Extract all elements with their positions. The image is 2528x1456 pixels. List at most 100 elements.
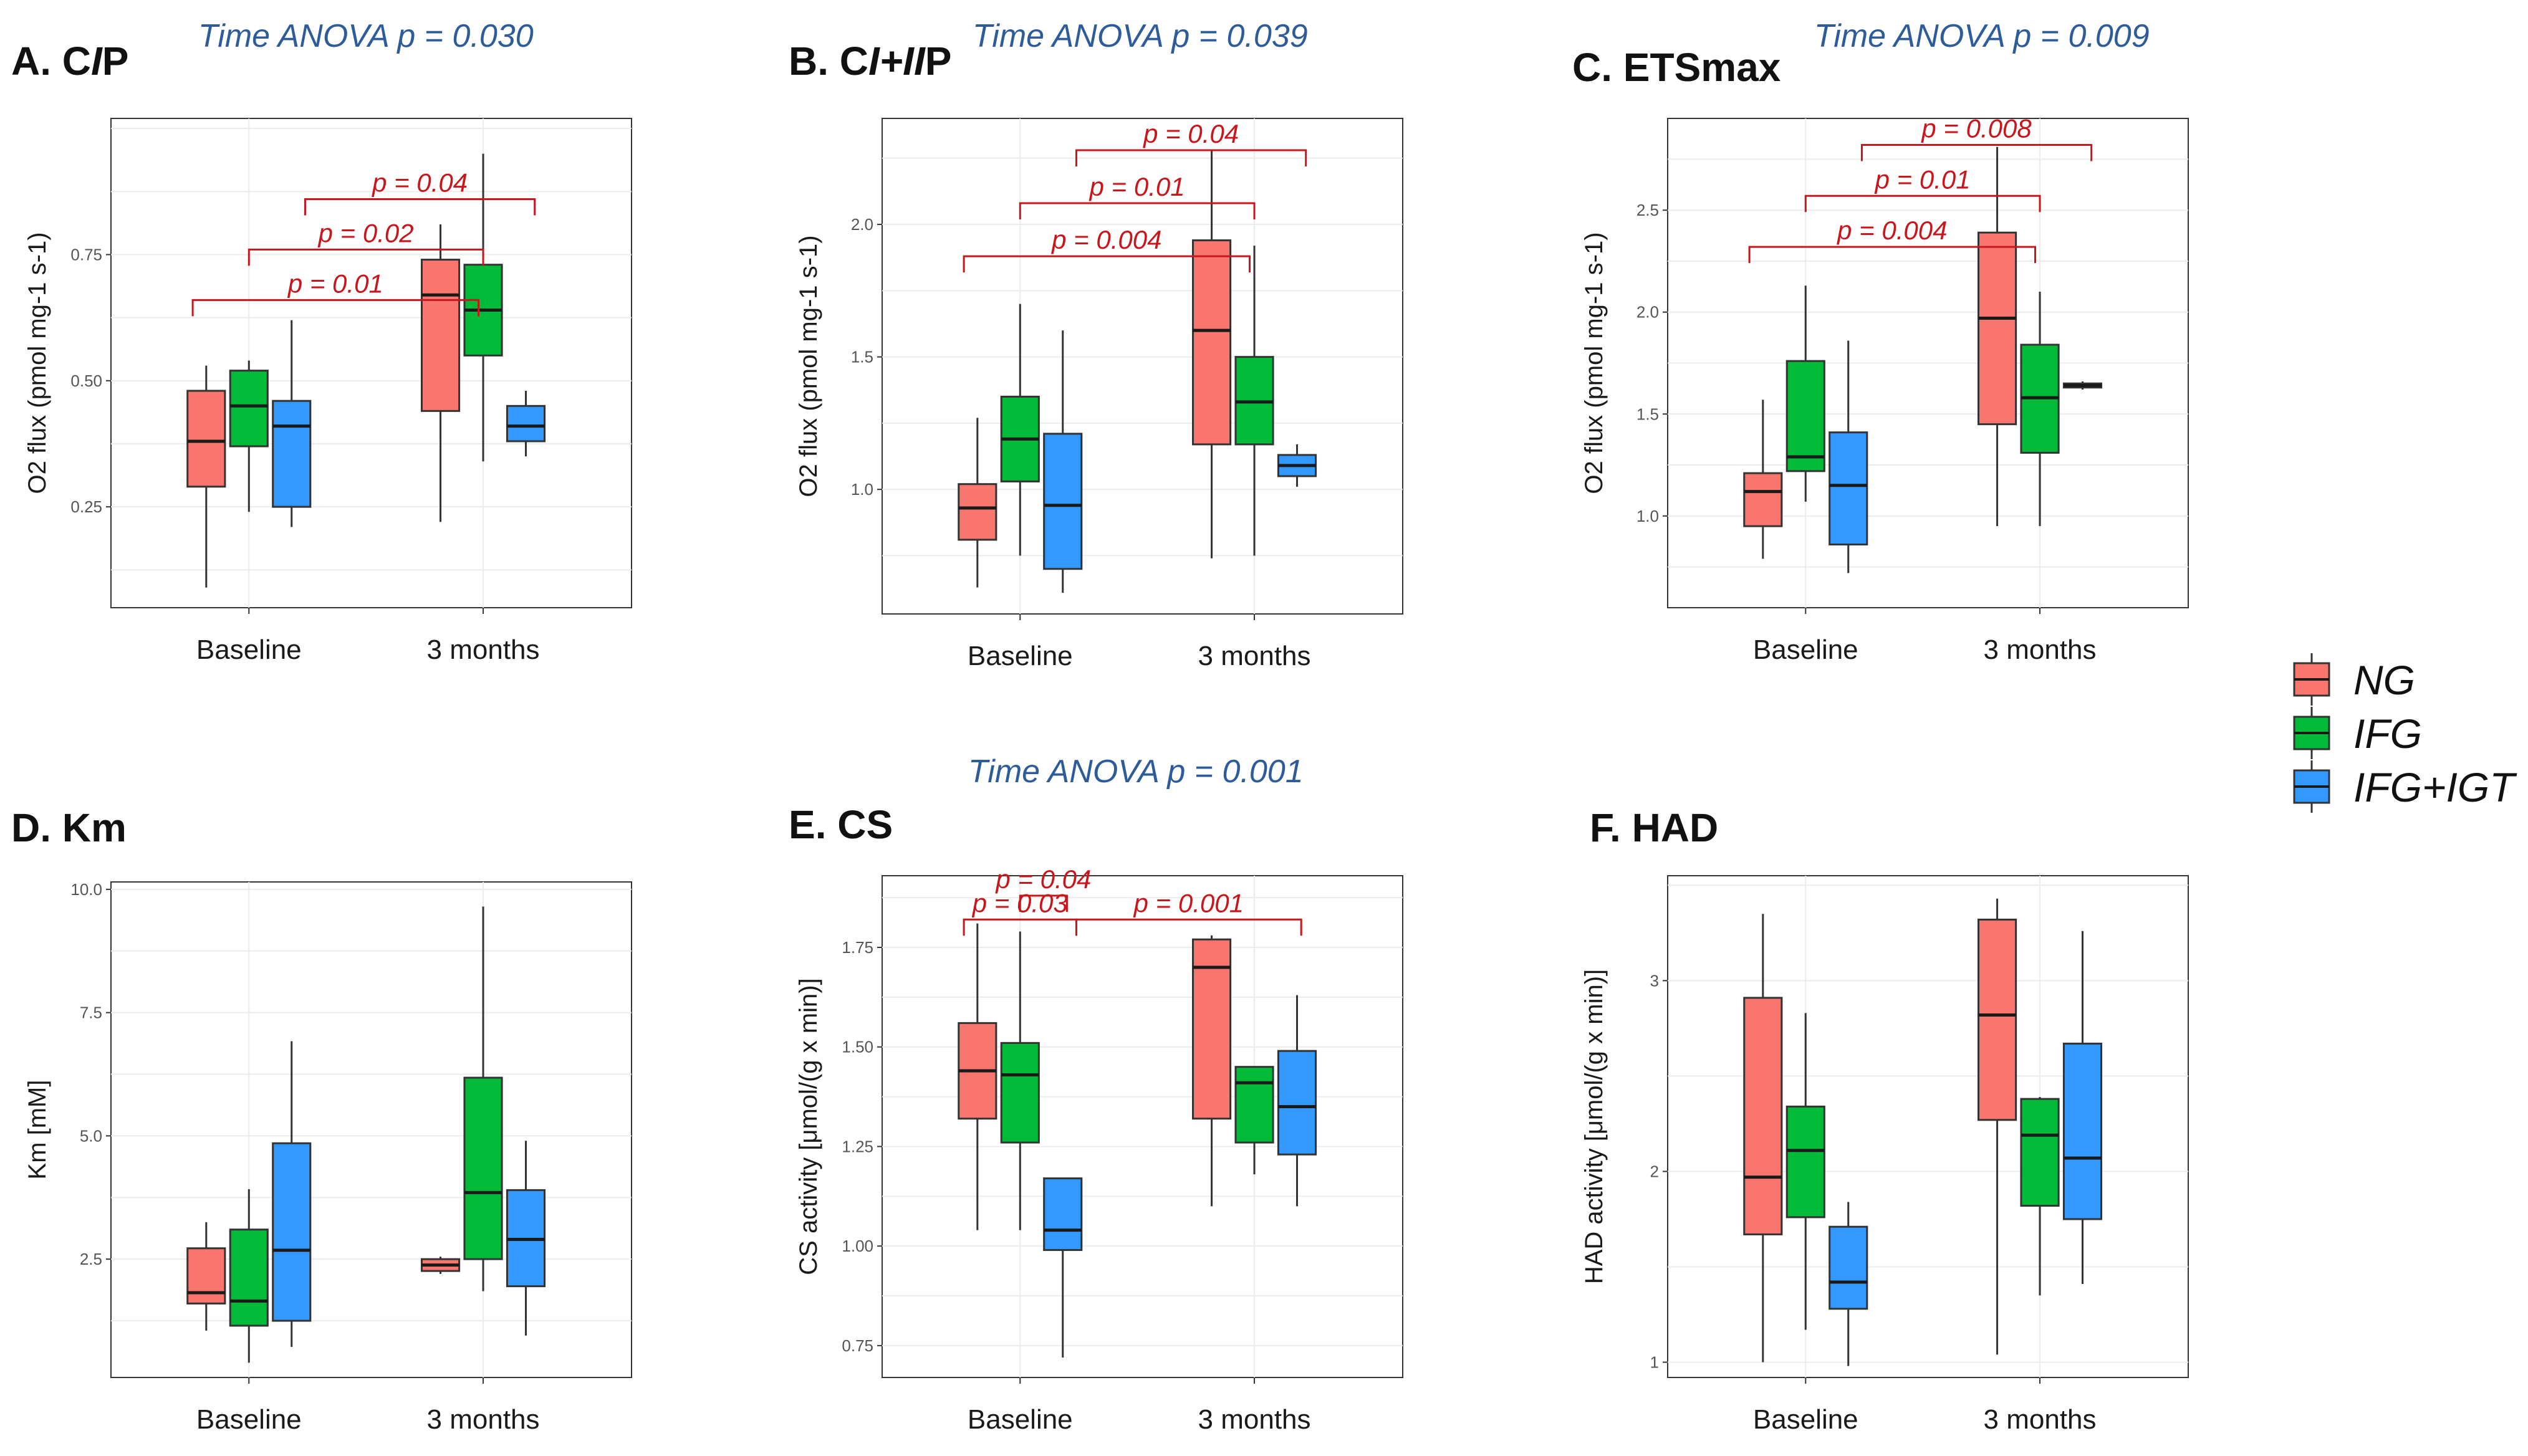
panel-title-italic: I	[91, 39, 103, 84]
panel-d: 2.5 5.0 7.5 10.0 Baseline 3 months Km [mM] D. K…	[11, 805, 632, 1435]
y-axis-label: Km [mM]	[24, 1080, 51, 1180]
box-ng-baseline	[186, 1222, 226, 1331]
x-tick-label-3-months: 3 months	[1198, 641, 1311, 671]
box-ifg-igt-3-months	[2062, 381, 2103, 390]
box-ifg-igt-3-months	[2062, 931, 2103, 1285]
bracket-line	[1019, 894, 1068, 912]
box-iqr	[186, 1247, 226, 1305]
y-axis-label: HAD activity [μmol/(g x min)]	[1580, 969, 1608, 1284]
y-tick-label: 0.25	[70, 497, 102, 516]
y-axis-label: O2 flux (pmol mg-1 s-1)	[1580, 232, 1608, 494]
box-iqr	[229, 370, 269, 448]
panel-title-main: C. ETSmax	[1572, 45, 1781, 90]
y-tick-label: 1.5	[1636, 405, 1659, 423]
box-iqr	[1829, 1225, 1868, 1310]
significance-bracket: p = 0.04	[1075, 119, 1307, 167]
box-iqr	[1743, 472, 1783, 527]
x-tick-label-baseline: Baseline	[196, 635, 302, 665]
box-ng-3-months	[420, 1257, 461, 1274]
box-iqr	[1977, 918, 2017, 1121]
box-ifg-3-months	[1234, 1066, 1274, 1175]
panel-b: 1.0 1.5 2.0 Baseline 3 months O2 flux (pmol m…	[789, 18, 1403, 671]
anova-annotation: Time ANOVA p = 0.039	[973, 18, 1308, 54]
x-tick-label-3-months: 3 months	[1984, 1404, 2097, 1435]
legend-label: IFG+IGT	[2353, 764, 2517, 810]
x-tick-label-3-months: 3 months	[1198, 1404, 1311, 1435]
box-ifg-igt-baseline	[1043, 1177, 1083, 1358]
box-ifg-3-months	[1234, 246, 1274, 556]
significance-bracket: p = 0.04	[994, 865, 1091, 912]
panel-title: B. CI+IIP	[789, 39, 951, 84]
significance-bracket: p = 0.001	[1075, 888, 1302, 936]
y-axis-label: CS activity [μmol/(g x min)]	[795, 978, 822, 1275]
box-iqr	[1000, 1042, 1040, 1144]
x-tick-label-3-months: 3 months	[1984, 635, 2097, 665]
significance-bracket: p = 0.004	[1748, 216, 2037, 264]
y-tick-label: 2.0	[1636, 303, 1659, 322]
x-tick-label-baseline: Baseline	[968, 1404, 1073, 1435]
box-iqr	[1829, 431, 1868, 546]
box-ifg-baseline	[1000, 304, 1040, 556]
box-ifg-igt-3-months	[506, 391, 546, 457]
bracket-line	[248, 248, 484, 266]
bracket-line	[304, 198, 536, 216]
box-ifg-igt-baseline	[272, 1041, 312, 1347]
y-tick-label: 5.0	[80, 1126, 102, 1145]
legend-label: NG	[2353, 657, 2415, 703]
y-tick-label: 1.0	[1636, 507, 1659, 525]
plot-area	[882, 875, 1403, 1378]
box-iqr	[1277, 1050, 1317, 1156]
panel-title-main: F. HAD	[1590, 805, 1718, 850]
panel-c: 1.0 1.5 2.0 2.5 Baseline 3 months O2 flux (pmo…	[1572, 18, 2189, 665]
box-ng-3-months	[1191, 935, 1232, 1207]
box-ifg-baseline	[1785, 1013, 1825, 1330]
box-ng-baseline	[1743, 914, 1783, 1363]
p-value-label: p = 0.008	[1920, 114, 2032, 143]
box-iqr	[1743, 997, 1783, 1235]
bracket-line	[1860, 144, 2093, 161]
bracket-line	[1075, 918, 1302, 936]
y-tick-label: 2.5	[1636, 201, 1659, 219]
box-ifg-igt-baseline	[272, 320, 312, 527]
y-tick-label: 1	[1650, 1353, 1659, 1372]
box-ng-baseline	[186, 365, 226, 588]
x-tick-label-baseline: Baseline	[1753, 635, 1858, 665]
y-axis-label: O2 flux (pmol mg-1 s-1)	[795, 235, 822, 497]
box-iqr	[1977, 231, 2017, 426]
box-ng-3-months	[1977, 146, 2017, 527]
p-value-label: p = 0.004	[1050, 225, 1161, 254]
significance-bracket: p = 0.01	[1019, 172, 1256, 220]
box-iqr	[463, 1076, 503, 1260]
legend-item-ng: NG	[2293, 653, 2415, 706]
bracket-line	[191, 299, 480, 317]
p-value-label: p = 0.04	[994, 865, 1091, 894]
box-ifg-3-months	[2020, 1097, 2060, 1296]
box-ifg-3-months	[463, 906, 503, 1291]
box-iqr	[506, 405, 546, 443]
panel-title: F. HAD	[1590, 805, 1718, 850]
anova-annotation: Time ANOVA p = 0.009	[1814, 18, 2150, 54]
box-iqr	[2062, 1042, 2103, 1220]
significance-bracket: p = 0.008	[1860, 114, 2093, 161]
panel-title: E. CS	[789, 802, 893, 847]
panel-f: 1 2 3 Baseline 3 months HAD activity [μmol/(g…	[1580, 805, 2189, 1435]
panel-title-main: B. C	[789, 39, 868, 84]
box-iqr	[958, 483, 997, 541]
y-tick-label: 1.50	[842, 1038, 873, 1056]
box-ifg-3-months	[2020, 292, 2060, 527]
y-tick-label: 7.5	[80, 1003, 102, 1022]
box-ifg-igt-3-months	[1277, 995, 1317, 1207]
p-value-label: p = 0.04	[1142, 119, 1239, 148]
panel-title: D. Km	[11, 805, 127, 850]
y-tick-label: 0.50	[70, 371, 102, 390]
box-ifg-baseline	[1000, 931, 1040, 1230]
x-tick-label-baseline: Baseline	[1753, 1404, 1858, 1435]
box-iqr	[272, 400, 312, 508]
box-iqr	[186, 390, 226, 488]
box-iqr	[1785, 360, 1825, 472]
p-value-label: p = 0.004	[1836, 216, 1947, 245]
y-tick-label: 10.0	[70, 880, 102, 899]
p-value-label: p = 0.04	[371, 168, 468, 197]
box-iqr	[272, 1142, 312, 1322]
